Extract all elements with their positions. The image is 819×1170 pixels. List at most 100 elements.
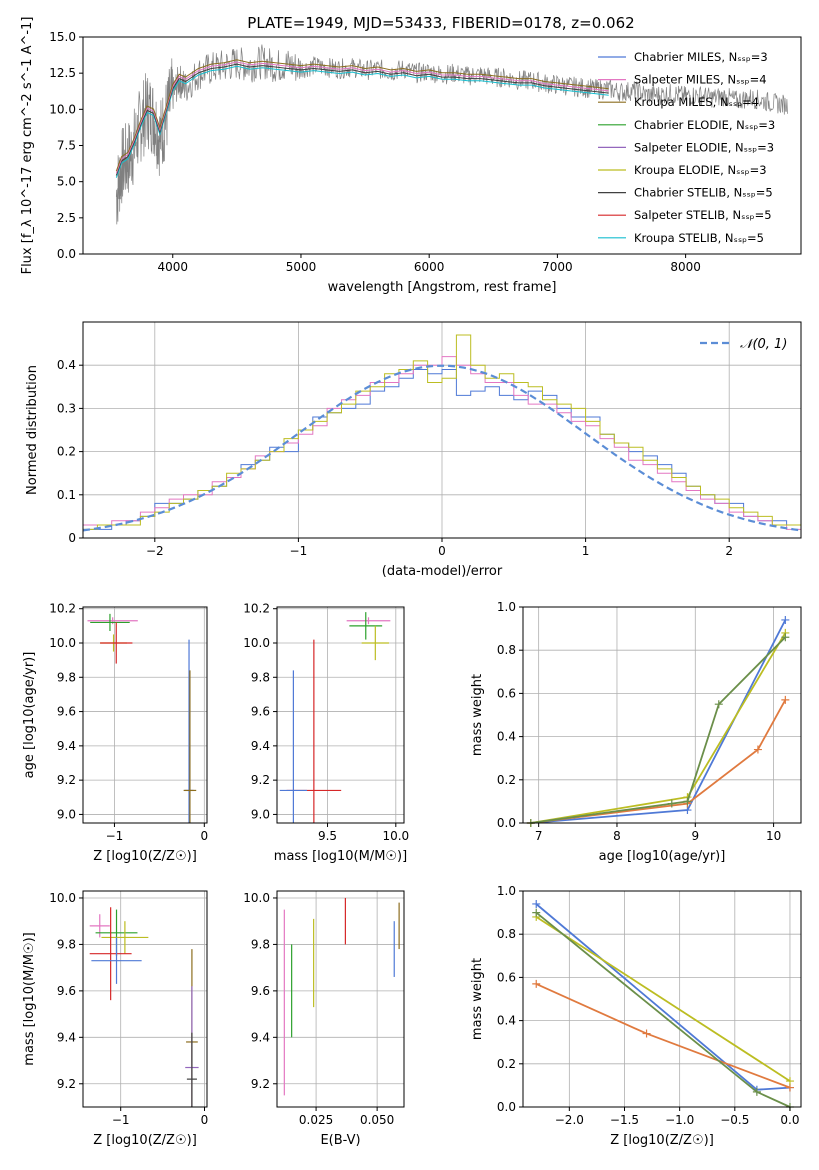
y-tick-label: 9.8 xyxy=(57,937,76,951)
massweight_vs_Z-frame xyxy=(522,890,802,1108)
spectrum-model-line xyxy=(115,59,609,172)
y-tick-label: 9.8 xyxy=(251,670,270,684)
y-tick-label: 0.8 xyxy=(497,927,516,941)
x-tick-label: 4000 xyxy=(157,260,188,274)
y-tick-label: 9.6 xyxy=(57,705,76,719)
y-tick-label: 9.0 xyxy=(251,807,270,821)
y-tick-label: 0.4 xyxy=(497,730,516,744)
massweight_vs_age-xlabel: age [log10(age/yr)] xyxy=(599,849,726,864)
x-tick-label: 0.025 xyxy=(299,1113,333,1127)
y-tick-label: 9.6 xyxy=(57,984,76,998)
y-tick-label: 0.1 xyxy=(57,488,76,502)
mass_vs_Z-content xyxy=(89,907,199,1107)
y-tick-label: 0.2 xyxy=(497,1057,516,1071)
legend-label: Salpeter STELIB, Nₛₛₚ=5 xyxy=(634,208,772,222)
x-tick-label: −1 xyxy=(112,1113,130,1127)
y-tick-label: 0.2 xyxy=(57,445,76,459)
y-tick-label: 5.0 xyxy=(57,175,76,189)
y-tick-label: 15.0 xyxy=(49,30,76,44)
y-tick-label: 9.0 xyxy=(57,807,76,821)
x-tick-label: −2.0 xyxy=(555,1113,584,1127)
massweight-marker xyxy=(642,1029,651,1038)
x-tick-label: 0.0 xyxy=(780,1113,799,1127)
x-tick-label: 1 xyxy=(582,544,590,558)
y-tick-label: 0.4 xyxy=(57,358,76,372)
y-tick-label: 0.0 xyxy=(497,1100,516,1114)
y-tick-label: 0.2 xyxy=(497,773,516,787)
massweight-marker xyxy=(781,695,790,704)
y-tick-label: 9.2 xyxy=(251,1077,270,1091)
residual_histogram-panel: 𝒩(0, 1) −2 −1 0 1 2 0 0.1 0.2 0.3 0.4 (data-model)/… xyxy=(25,321,802,579)
x-tick-label: 5000 xyxy=(286,260,317,274)
x-tick-label: 7 xyxy=(535,829,543,843)
massweight-marker xyxy=(753,745,762,754)
x-tick-label: −2 xyxy=(146,544,164,558)
massweight-marker xyxy=(667,799,676,808)
massweight_vs_age-ylabel: mass weight xyxy=(470,674,485,756)
legend-label: Kroupa ELODIE, Nₛₛₚ=3 xyxy=(634,163,767,177)
spectrum-content: Chabrier MILES, Nₛₛₚ=3 Salpeter MILES, Nₛ… xyxy=(115,44,788,245)
mass_vs_EBV-xlabel: E(B-V) xyxy=(320,1133,360,1148)
x-tick-label: 7000 xyxy=(542,260,573,274)
massweight_vs_age-frame xyxy=(522,606,802,824)
massweight_vs_age-content xyxy=(526,615,790,827)
massweight_vs_Z-xlabel: Z [log10(Z/Z☉)] xyxy=(610,1133,714,1148)
age_vs_Z-ylabel: age [log10(age/yr)] xyxy=(22,652,37,779)
massweight-line xyxy=(535,903,791,1091)
massweight-line xyxy=(535,916,791,1082)
spectrum-legend: Chabrier MILES, Nₛₛₚ=3 Salpeter MILES, Nₛ… xyxy=(598,50,775,245)
y-tick-label: 9.2 xyxy=(57,1077,76,1091)
massweight_vs_Z-panel: −2.0 −1.5 −1.0 −0.5 0.0 0.0 0.2 0.4 0.6 0.8 1.0 Z [… xyxy=(470,884,802,1148)
massweight-line xyxy=(530,632,787,824)
residual_histogram-content: 𝒩(0, 1) xyxy=(82,334,802,532)
x-tick-label: 10 xyxy=(766,829,781,843)
massweight-line xyxy=(530,636,786,824)
y-tick-label: 9.4 xyxy=(57,1030,76,1044)
y-tick-label: 0 xyxy=(68,531,76,545)
y-tick-label: 10.0 xyxy=(243,891,270,905)
y-tick-label: 0.6 xyxy=(497,686,516,700)
mass_vs_Z-frame xyxy=(82,890,208,1108)
spectrum-lines xyxy=(115,44,788,225)
y-tick-label: 0.3 xyxy=(57,401,76,415)
x-tick-label: 0.050 xyxy=(360,1113,394,1127)
y-tick-label: 9.4 xyxy=(57,739,76,753)
y-tick-label: 0.4 xyxy=(497,1014,516,1028)
y-tick-label: 9.4 xyxy=(251,739,270,753)
y-tick-label: 1.0 xyxy=(497,600,516,614)
y-tick-label: 9.2 xyxy=(57,773,76,787)
spectrum-xlabel: wavelength [Angstrom, rest frame] xyxy=(328,280,557,295)
y-tick-label: 10.0 xyxy=(243,636,270,650)
figure-title: PLATE=1949, MJD=53433, FIBERID=0178, z=0… xyxy=(247,14,634,32)
massweight-marker xyxy=(532,908,541,917)
mass_vs_Z-xlabel: Z [log10(Z/Z☉)] xyxy=(93,1133,197,1148)
x-tick-label: −0.5 xyxy=(720,1113,749,1127)
massweight-line xyxy=(530,699,787,824)
mass_vs_EBV-frame xyxy=(276,890,405,1108)
y-tick-label: 9.6 xyxy=(251,984,270,998)
x-tick-label: 0 xyxy=(200,829,208,843)
spectrum-model-line xyxy=(115,63,609,176)
massweight-marker xyxy=(752,1087,761,1096)
x-tick-label: −1 xyxy=(290,544,308,558)
x-tick-label: 6000 xyxy=(414,260,445,274)
mass_vs_Z-ylabel: mass [log10(M/M☉)] xyxy=(22,932,37,1065)
age_vs_Z-xlabel: Z [log10(Z/Z☉)] xyxy=(93,849,197,864)
x-tick-label: 8000 xyxy=(670,260,701,274)
massweight-marker xyxy=(532,899,541,908)
spectrum-data-line xyxy=(115,44,788,225)
legend-label: Salpeter ELODIE, Nₛₛₚ=3 xyxy=(634,140,774,154)
y-tick-label: 2.5 xyxy=(57,211,76,225)
age_vs_mass-content xyxy=(279,612,391,823)
residual_histogram-xlabel: (data-model)/error xyxy=(382,564,503,579)
spectrum-ylabel: Flux [f_λ 10^-17 erg cm^-2 s^-1 A^-1] xyxy=(20,17,35,275)
y-tick-label: 10.2 xyxy=(243,602,270,616)
legend-label: Chabrier ELODIE, Nₛₛₚ=3 xyxy=(634,118,775,132)
massweight_vs_Z-content xyxy=(532,899,794,1111)
x-tick-label: 9.5 xyxy=(318,829,337,843)
legend-label: Salpeter MILES, Nₛₛₚ=4 xyxy=(634,73,767,87)
age_vs_Z-panel: −1 0 9.0 9.2 9.4 9.6 9.8 10.0 10.2 Z [log10(Z/Z☉)… xyxy=(22,602,208,864)
x-tick-label: 0 xyxy=(438,544,446,558)
age_vs_Z-frame xyxy=(82,606,208,824)
